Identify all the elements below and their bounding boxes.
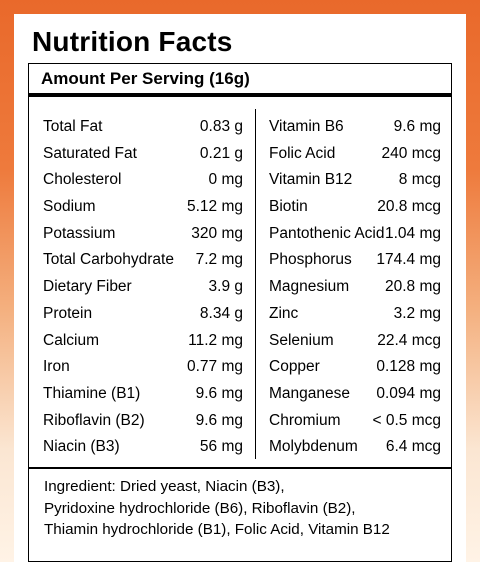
nutrient-row: Potassium 320 mg (43, 221, 243, 248)
nutrient-name: Manganese (269, 384, 351, 402)
nutrient-name: Total Carbohydrate (43, 251, 174, 269)
nutrient-name: Niacin (B3) (43, 438, 120, 456)
nutrient-name: Vitamin B12 (269, 171, 353, 189)
nutrient-column-left: Total Fat 0.83 g Saturated Fat 0.21 g Choles… (43, 114, 243, 461)
nutrient-value: 0.83 g (199, 118, 243, 135)
nutrient-value: 0.094 mg (376, 384, 441, 402)
ingredients-line: Pyridoxine hydrochloride (B6), Riboflavi… (44, 499, 356, 517)
nutrient-row: Phosphorus 174.4 mg (269, 247, 441, 274)
nutrient-name: Cholesterol (43, 171, 122, 189)
nutrient-name: Protein (43, 304, 93, 322)
nutrient-value: 8.34 g (199, 304, 243, 322)
nutrient-name: Molybdenum (269, 438, 358, 456)
label-title: Nutrition Facts (32, 26, 233, 57)
nutrient-row: Thiamine (B1) 9.6 mg (43, 381, 243, 408)
nutrient-value: 6.4 mcg (385, 438, 441, 456)
ingredients-line: Ingredient: Dried yeast, Niacin (B3), (44, 478, 285, 495)
nutrient-value: 0 mg (208, 171, 243, 189)
nutrient-value: 0.21 g (199, 144, 243, 162)
ingredients-box: Ingredient: Dried yeast, Niacin (B3), Pyr… (28, 467, 452, 562)
nutrient-row: Total Carbohydrate 7.2 mg (43, 247, 243, 274)
nutrient-name: Dietary Fiber (43, 278, 132, 296)
nutrient-name: Biotin (269, 198, 308, 216)
nutrient-row: Molybdenum 6.4 mcg (269, 434, 441, 461)
nutrient-name: Total Fat (43, 118, 103, 135)
nutrient-name: Phosphorus (269, 251, 352, 269)
nutrient-name: Copper (269, 358, 320, 376)
nutrient-row: Vitamin B6 9.6 mg (269, 114, 441, 141)
nutrient-row: Calcium 11.2 mg (43, 328, 243, 355)
nutrient-value: 5.12 mg (186, 198, 243, 216)
nutrient-name: Magnesium (269, 278, 350, 296)
nutrient-row: Zinc 3.2 mg (269, 301, 441, 328)
nutrient-name: Folic Acid (269, 144, 336, 162)
nutrient-name: Pantothenic Acid (269, 224, 385, 242)
nutrient-value: 56 mg (199, 438, 243, 456)
nutrient-value: 1.04 mg (384, 224, 441, 242)
nutrient-value: 0.77 mg (186, 358, 243, 376)
nutrient-value: 9.6 mg (195, 411, 243, 429)
nutrient-row: Iron 0.77 mg (43, 354, 243, 381)
nutrient-value: 9.6 mg (393, 118, 441, 135)
nutrient-value: 3.9 g (208, 278, 243, 296)
nutrition-label: Nutrition Facts Amount Per Serving (16g)… (14, 14, 466, 562)
nutrient-value: 11.2 mg (188, 331, 243, 349)
nutrient-row: Manganese 0.094 mg (269, 381, 441, 408)
nutrient-row: Niacin (B3) 56 mg (43, 434, 243, 461)
nutrient-row: Biotin 20.8 mcg (269, 194, 441, 221)
nutrient-row: Cholesterol 0 mg (43, 167, 243, 194)
nutrient-name: Zinc (269, 304, 299, 322)
nutrient-name: Chromium (269, 411, 341, 429)
nutrient-value: 20.8 mg (384, 278, 441, 296)
nutrient-row: Dietary Fiber 3.9 g (43, 274, 243, 301)
nutrient-value: 174.4 mg (376, 251, 441, 269)
nutrient-name: Riboflavin (B2) (43, 411, 145, 429)
nutrient-value: 3.2 mg (393, 304, 441, 322)
nutrient-value: 0.128 mg (376, 358, 441, 376)
nutrient-name: Calcium (43, 331, 99, 349)
nutrient-value: 320 mg (191, 224, 243, 242)
serving-size: Amount Per Serving (16g) (29, 64, 451, 97)
nutrient-row: Magnesium 20.8 mg (269, 274, 441, 301)
nutrient-row: Selenium 22.4 mcg (269, 328, 441, 355)
nutrient-value: < 0.5 mcg (372, 411, 442, 429)
nutrition-facts-table: Amount Per Serving (16g) Total Fat 0.83 g… (28, 63, 452, 469)
nutrient-row: Folic Acid 240 mcg (269, 141, 441, 168)
nutrient-name: Sodium (43, 198, 96, 216)
nutrient-value: 240 mcg (381, 144, 441, 162)
nutrient-value: 8 mcg (398, 171, 441, 189)
nutrient-row: Vitamin B12 8 mcg (269, 167, 441, 194)
nutrient-value: 7.2 mg (195, 251, 243, 269)
nutrient-value: 22.4 mcg (377, 331, 441, 349)
nutrient-column-right: Vitamin B6 9.6 mg Folic Acid 240 mcg Vitamin… (269, 114, 441, 461)
nutrient-row: Total Fat 0.83 g (43, 114, 243, 141)
nutrient-name: Saturated Fat (43, 144, 137, 162)
nutrient-name: Iron (43, 358, 70, 376)
nutrient-row: Copper 0.128 mg (269, 354, 441, 381)
nutrient-name: Potassium (43, 224, 116, 242)
nutrient-value: 20.8 mcg (377, 198, 441, 216)
nutrient-row: Sodium 5.12 mg (43, 194, 243, 221)
nutrient-name: Thiamine (B1) (43, 384, 141, 402)
nutrient-name: Selenium (269, 331, 334, 349)
ingredients-line: Thiamin hydrochloride (B1), Folic Acid, … (44, 521, 390, 538)
nutrient-row: Chromium < 0.5 mcg (269, 408, 441, 435)
nutrient-name: Vitamin B6 (269, 118, 344, 135)
nutrient-value: 9.6 mg (195, 384, 243, 402)
nutrient-row: Pantothenic Acid 1.04 mg (269, 221, 441, 248)
column-divider (255, 109, 256, 459)
nutrient-row: Protein 8.34 g (43, 301, 243, 328)
nutrient-row: Riboflavin (B2) 9.6 mg (43, 408, 243, 435)
nutrient-row: Saturated Fat 0.21 g (43, 141, 243, 168)
